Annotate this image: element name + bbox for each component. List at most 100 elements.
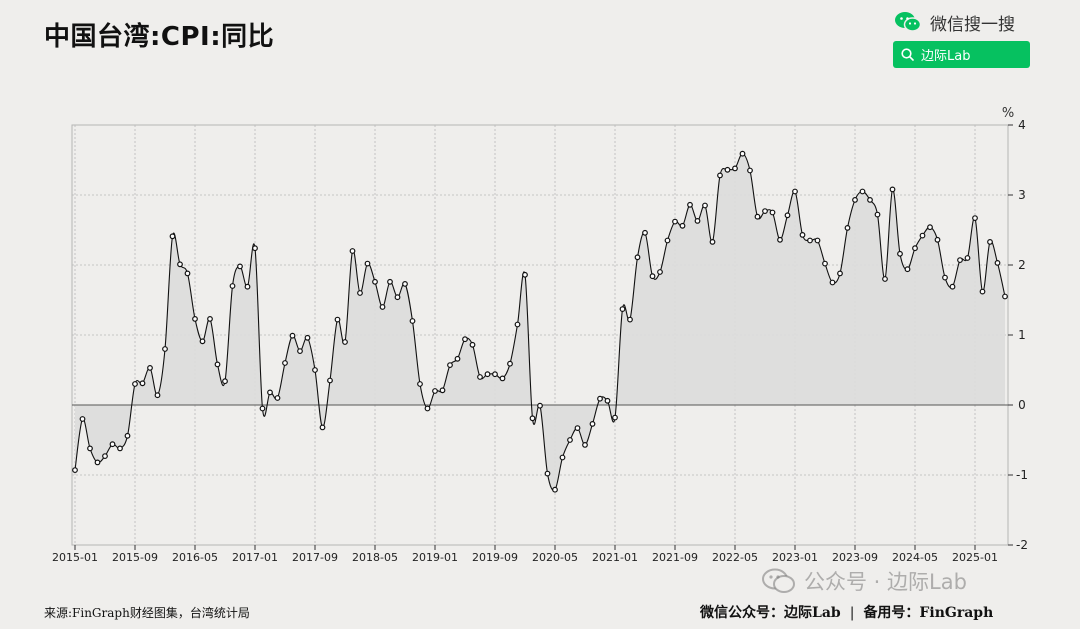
cpi-point: [919, 232, 926, 239]
cpi-point: [327, 377, 333, 384]
chart-title: 中国台湾:CPI:同比: [44, 22, 275, 52]
cpi-point: [949, 283, 956, 290]
cpi-point: [544, 470, 551, 477]
cpi-point: [222, 378, 228, 385]
cpi-point: [927, 224, 933, 231]
cpi-point: [72, 467, 78, 474]
cpi-point: [874, 211, 881, 218]
cpi-point: [867, 196, 873, 203]
cpi-point: [904, 266, 911, 273]
cpi-point: [612, 414, 618, 421]
x-tick-label: 2022-05: [712, 551, 758, 564]
cpi-area-fill: [75, 153, 1005, 491]
cpi-point: [619, 306, 626, 313]
cpi-point: [702, 202, 708, 209]
cpi-point: [319, 424, 326, 431]
x-tick-label: 2017-09: [292, 551, 338, 564]
search-icon: [901, 48, 914, 61]
x-tick-label: 2019-09: [472, 551, 518, 564]
cpi-point: [837, 270, 843, 277]
cpi-point: [252, 245, 258, 252]
cpi-point: [852, 196, 858, 203]
cpi-point: [402, 281, 408, 287]
cpi-point: [394, 294, 401, 301]
cpi-series-line: [74, 153, 1006, 491]
cpi-point: [942, 274, 948, 281]
footer-separator: |: [849, 605, 855, 621]
cpi-point: [334, 316, 341, 323]
cpi-point: [297, 348, 303, 355]
cpi-point: [267, 389, 273, 396]
cpi-point: [957, 257, 963, 264]
cpi-point: [912, 245, 918, 252]
cpi-point: [889, 186, 896, 193]
cpi-point: [672, 218, 678, 225]
cpi-point: [537, 402, 543, 409]
wechat-search-header[interactable]: 微信搜一搜: [894, 10, 1015, 35]
cpi-point: [882, 276, 888, 282]
cpi-point: [357, 290, 363, 296]
x-tick-label: 2023-09: [832, 551, 878, 564]
cpi-point: [274, 395, 281, 401]
cpi-point: [304, 334, 311, 341]
cpi-point: [237, 263, 243, 270]
cpi-point: [492, 371, 498, 378]
cpi-point: [499, 375, 506, 382]
cpi-point: [634, 254, 641, 261]
cpi-point: [642, 229, 648, 236]
cpi-point: [147, 365, 153, 371]
cpi-point: [964, 255, 971, 261]
cpi-chart: 4 3 2 1 0 -1 -2 2015-01 2015-09 2016-05 2017-01 201…: [52, 106, 1028, 564]
cpi-point: [364, 260, 371, 267]
cpi-point: [732, 165, 738, 172]
x-tick-label: 2021-01: [592, 551, 638, 564]
x-tick-label: 2016-05: [172, 551, 218, 564]
cpi-point: [829, 279, 836, 286]
cpi-point: [687, 201, 693, 208]
cpi-point: [229, 283, 236, 289]
cpi-point: [972, 215, 978, 222]
cpi-point: [1002, 293, 1008, 300]
cpi-point: [897, 250, 903, 257]
cpi-point: [372, 278, 378, 285]
cpi-point: [447, 362, 453, 369]
cpi-point: [87, 445, 93, 452]
y-tick-label: 1: [1018, 328, 1026, 342]
footer-credit: 微信公众号：边际Lab | 备用号：FinGraph: [700, 602, 993, 622]
cpi-point: [462, 336, 468, 343]
source-note: 来源:FinGraph财经图集，台湾统计局: [44, 606, 250, 620]
y-tick-label: 2: [1018, 258, 1026, 272]
cpi-point: [342, 339, 348, 345]
wechat-watermark-icon: [762, 568, 795, 593]
cpi-point: [694, 217, 701, 224]
cpi-point: [747, 167, 753, 174]
wechat-search-button[interactable]: 边际Lab: [893, 41, 1030, 68]
cpi-point: [679, 222, 686, 229]
cpi-point: [349, 248, 356, 254]
cpi-point: [754, 213, 761, 220]
cpi-point: [132, 381, 138, 387]
cpi-point: [709, 238, 716, 245]
watermark: 公众号 · 边际Lab: [762, 566, 967, 596]
cpi-point: [124, 432, 131, 439]
cpi-point: [589, 421, 596, 427]
cpi-point: [574, 425, 581, 432]
cpi-point: [739, 150, 746, 157]
cpi-point: [199, 338, 206, 345]
x-tick-label: 2020-05: [532, 551, 578, 564]
search-query-text: 边际Lab: [921, 49, 971, 64]
x-tick-label: 2018-05: [352, 551, 398, 564]
y-tick-label: -2: [1016, 538, 1028, 552]
cpi-point: [94, 459, 101, 466]
cpi-point: [859, 188, 866, 195]
cpi-point: [312, 367, 318, 373]
cpi-point: [192, 316, 198, 322]
x-tick-label: 2021-09: [652, 551, 698, 564]
cpi-point: [987, 238, 993, 245]
cpi-point: [979, 288, 986, 295]
cpi-point: [282, 360, 288, 366]
cpi-point: [559, 454, 566, 461]
cpi-point: [177, 261, 183, 268]
cpi-point: [154, 392, 161, 399]
cpi-point: [454, 355, 461, 362]
